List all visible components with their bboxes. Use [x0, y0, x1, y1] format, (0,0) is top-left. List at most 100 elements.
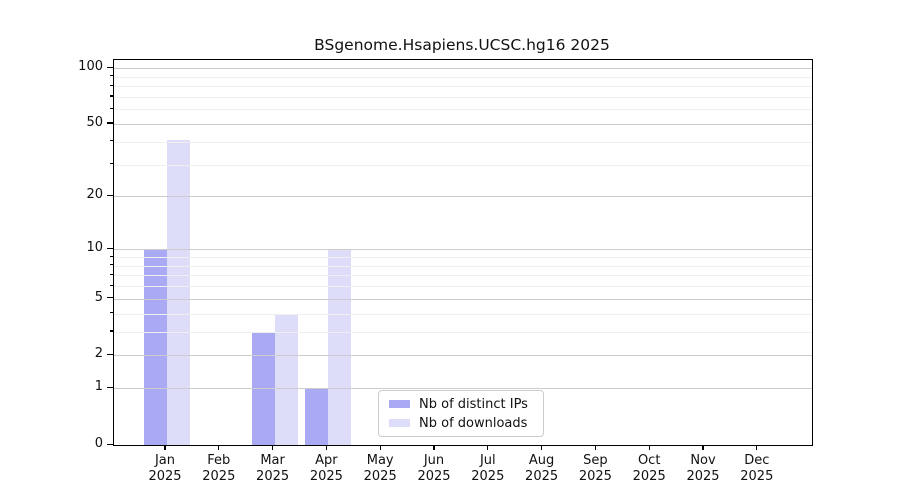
y-tick-label: 10 — [86, 240, 103, 256]
x-label-year: 2025 — [525, 469, 559, 484]
gridline-minor — [114, 257, 812, 258]
x-tick — [164, 445, 166, 450]
y-tick-minor — [109, 140, 113, 142]
y-tick-major — [107, 353, 113, 355]
y-tick-label: 5 — [94, 289, 103, 305]
x-tick-label-dec: Dec 2025 — [729, 453, 785, 485]
bar-nb-of-downloads-apr — [328, 249, 352, 445]
x-label-month: Jun — [423, 453, 445, 468]
x-tick — [379, 445, 381, 450]
gridline-minor — [114, 86, 812, 88]
x-tick — [218, 445, 220, 450]
gridline-minor — [114, 275, 812, 277]
bar-nb-of-distinct-ips-jan — [144, 249, 167, 445]
y-tick-major — [107, 194, 113, 197]
x-label-month: Aug — [528, 453, 555, 468]
x-label-year: 2025 — [686, 469, 720, 484]
x-label-year: 2025 — [578, 469, 612, 484]
gridline-major — [114, 355, 812, 357]
gridline-minor — [114, 141, 812, 143]
y-tick-major — [107, 386, 113, 389]
x-tick-label-oct: Oct 2025 — [621, 453, 677, 485]
x-label-year: 2025 — [740, 469, 774, 484]
x-label-month: Apr — [315, 453, 338, 468]
y-tick-minor — [109, 163, 113, 165]
y-tick-label: 1 — [94, 379, 103, 395]
x-tick-label-nov: Nov 2025 — [675, 453, 731, 485]
legend-label-distinct-ips: Nb of distinct IPs — [419, 396, 528, 412]
y-tick-major — [107, 66, 113, 68]
y-tick-major — [107, 297, 113, 299]
bar-nb-of-downloads-jan — [167, 139, 190, 445]
y-tick-label: 0 — [94, 436, 103, 451]
x-label-month: Feb — [207, 453, 231, 468]
x-label-year: 2025 — [148, 469, 182, 484]
gridline-minor — [114, 331, 812, 333]
x-label-month: Dec — [744, 453, 770, 468]
x-tick — [272, 445, 274, 450]
x-tick — [702, 445, 704, 450]
y-tick-minor — [109, 84, 113, 86]
legend-swatch-distinct-ips — [389, 400, 410, 408]
x-tick — [594, 445, 596, 450]
y-tick-major — [107, 122, 113, 124]
x-label-year: 2025 — [632, 469, 666, 484]
y-tick-label: 50 — [86, 114, 103, 130]
gridline-minor — [114, 265, 812, 267]
gridline-major — [114, 123, 812, 125]
gridline-major — [114, 196, 812, 198]
y-tick-minor — [109, 75, 113, 77]
x-tick — [648, 445, 650, 450]
x-tick-label-sep: Sep 2025 — [567, 453, 623, 485]
x-label-month: Jul — [479, 453, 496, 468]
legend-label-downloads: Nb of downloads — [419, 415, 528, 431]
y-tick-minor — [109, 95, 113, 97]
x-tick — [325, 445, 327, 450]
gridline-minor — [114, 76, 812, 78]
x-tick-label-jun: Jun 2025 — [406, 453, 462, 485]
x-tick-label-apr: Apr 2025 — [298, 453, 354, 485]
bar-nb-of-distinct-ips-mar — [251, 331, 275, 445]
x-label-month: Mar — [260, 453, 285, 468]
y-tick-major — [107, 247, 113, 249]
legend-row-distinct-ips: Nb of distinct IPs — [379, 397, 543, 412]
y-tick-label: 2 — [94, 346, 103, 362]
x-label-year: 2025 — [309, 469, 343, 484]
x-tick — [487, 445, 489, 450]
y-tick-minor — [109, 330, 113, 332]
x-tick-label-jul: Jul 2025 — [460, 453, 516, 485]
gridline-major — [114, 298, 812, 300]
bar-nb-of-downloads-mar — [274, 313, 298, 445]
x-label-month: Sep — [583, 453, 608, 468]
y-tick-label: 20 — [86, 187, 103, 203]
legend-row-downloads: Nb of downloads — [379, 416, 543, 431]
gridline-minor — [114, 286, 812, 288]
legend: Nb of distinct IPs Nb of downloads — [378, 390, 544, 437]
x-label-year: 2025 — [363, 469, 397, 484]
y-tick-minor — [109, 273, 113, 275]
y-tick-minor — [109, 107, 113, 110]
gridline-minor — [114, 313, 812, 315]
gridline-major — [114, 68, 812, 70]
gridline-minor — [114, 96, 812, 98]
gridline-major — [114, 249, 812, 251]
x-label-month: May — [366, 453, 394, 468]
y-tick-minor — [109, 284, 113, 286]
x-tick — [541, 445, 543, 450]
x-label-month: Jan — [154, 453, 176, 468]
y-tick-minor — [109, 264, 113, 266]
bar-nb-of-distinct-ips-apr — [305, 388, 329, 445]
legend-swatch-downloads — [389, 419, 410, 427]
x-tick-label-jan: Jan 2025 — [137, 453, 193, 485]
y-tick-major — [107, 443, 113, 445]
chart-title: BSgenome.Hsapiens.UCSC.hg16 2025 — [314, 36, 610, 54]
x-tick-label-aug: Aug 2025 — [514, 453, 570, 485]
x-label-year: 2025 — [256, 469, 290, 484]
x-label-year: 2025 — [471, 469, 505, 484]
plot-area — [113, 59, 813, 446]
x-tick-label-may: May 2025 — [352, 453, 408, 485]
x-label-year: 2025 — [417, 469, 451, 484]
gridline-minor — [114, 109, 812, 111]
gridline-major — [114, 388, 812, 390]
